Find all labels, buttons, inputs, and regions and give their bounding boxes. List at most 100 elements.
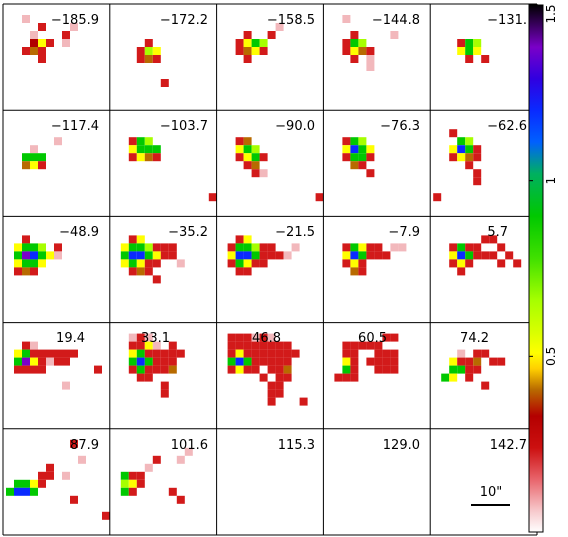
emission-pixel	[152, 341, 161, 350]
emission-pixel	[251, 47, 260, 55]
emission-pixel	[390, 31, 399, 39]
emission-pixel	[136, 153, 145, 162]
channel-panel	[235, 137, 324, 202]
emission-pixel	[14, 251, 22, 260]
emission-pixel	[267, 381, 276, 390]
emission-pixel	[366, 251, 375, 260]
emission-pixel	[243, 349, 252, 358]
panel-label: −7.9	[388, 225, 420, 240]
emission-pixel	[160, 349, 169, 358]
channel-panel	[22, 137, 62, 170]
emission-pixel	[144, 137, 153, 146]
emission-pixel	[102, 511, 110, 520]
emission-pixel	[374, 349, 383, 358]
emission-pixel	[38, 39, 46, 47]
emission-pixel	[473, 145, 482, 154]
emission-pixel	[168, 365, 177, 374]
emission-pixel	[22, 235, 30, 244]
emission-pixel	[267, 333, 276, 342]
emission-pixel	[350, 39, 359, 47]
panel-label: −117.4	[51, 119, 99, 134]
channel-panel	[227, 235, 300, 276]
emission-pixel	[6, 487, 14, 496]
emission-pixel	[433, 193, 442, 202]
emission-pixel	[30, 251, 38, 260]
emission-pixel	[152, 259, 161, 268]
emission-pixel	[275, 251, 284, 260]
panel-label: −172.2	[160, 13, 208, 28]
emission-pixel	[38, 259, 46, 268]
emission-pixel	[473, 169, 482, 178]
emission-pixel	[251, 39, 260, 47]
emission-pixel	[227, 349, 236, 358]
emission-pixel	[342, 349, 351, 358]
panel-label: −90.0	[275, 119, 315, 134]
emission-pixel	[358, 161, 367, 170]
emission-pixel	[128, 471, 137, 480]
emission-pixel	[390, 357, 399, 366]
emission-pixel	[152, 455, 161, 464]
emission-pixel	[390, 243, 399, 252]
emission-pixel	[120, 471, 129, 480]
panel-label: −35.2	[168, 225, 208, 240]
panel-label: 129.0	[383, 438, 420, 453]
emission-pixel	[283, 373, 292, 382]
emission-pixel	[144, 349, 153, 358]
panel-label: 5.7	[487, 225, 508, 240]
emission-pixel	[350, 153, 359, 162]
emission-pixel	[176, 349, 185, 358]
emission-pixel	[235, 357, 244, 366]
emission-pixel	[168, 243, 177, 252]
emission-pixel	[251, 333, 260, 342]
emission-pixel	[449, 373, 458, 382]
emission-pixel	[489, 251, 498, 260]
emission-pixel	[366, 63, 375, 71]
emission-pixel	[14, 479, 22, 488]
emission-pixel	[30, 259, 38, 268]
emission-pixel	[473, 349, 482, 358]
emission-pixel	[227, 341, 236, 350]
emission-pixel	[168, 487, 177, 496]
emission-pixel	[366, 357, 375, 366]
emission-pixel	[235, 267, 244, 276]
emission-pixel	[235, 145, 244, 154]
channel-panel	[227, 333, 308, 406]
emission-pixel	[128, 137, 137, 146]
emission-pixel	[465, 39, 474, 47]
emission-pixel	[235, 333, 244, 342]
emission-pixel	[30, 31, 38, 39]
emission-pixel	[275, 341, 284, 350]
emission-pixel	[136, 333, 145, 342]
emission-pixel	[152, 55, 161, 63]
emission-pixel	[136, 243, 145, 252]
emission-pixel	[358, 39, 367, 47]
emission-pixel	[22, 341, 30, 350]
emission-pixel	[46, 471, 54, 480]
emission-pixel	[481, 235, 490, 244]
emission-pixel	[267, 357, 276, 366]
emission-pixel	[243, 55, 252, 63]
emission-pixel	[366, 55, 375, 63]
emission-pixel	[136, 341, 145, 350]
emission-pixel	[465, 357, 474, 366]
emission-pixel	[449, 357, 458, 366]
emission-pixel	[235, 251, 244, 260]
emission-pixel	[473, 153, 482, 162]
panel-label: −158.5	[267, 13, 315, 28]
emission-pixel	[358, 267, 367, 276]
color-bar-tick-label: 1	[544, 177, 558, 185]
emission-pixel	[390, 333, 399, 342]
emission-pixel	[208, 193, 217, 202]
emission-pixel	[46, 463, 54, 472]
emission-pixel	[374, 365, 383, 374]
emission-pixel	[457, 39, 466, 47]
emission-pixel	[144, 47, 153, 55]
emission-pixel	[136, 357, 145, 366]
emission-pixel	[22, 15, 30, 23]
emission-pixel	[342, 145, 351, 154]
emission-pixel	[497, 259, 506, 268]
emission-pixel	[176, 495, 185, 504]
emission-pixel	[235, 153, 244, 162]
emission-pixel	[235, 47, 244, 55]
emission-pixel	[457, 145, 466, 154]
